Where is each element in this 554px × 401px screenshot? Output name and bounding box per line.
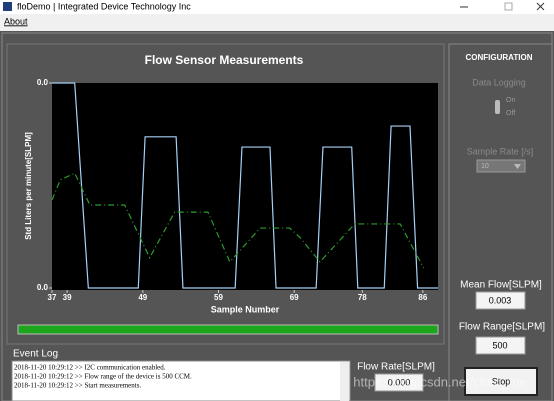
flow-rate-value: 0.000 xyxy=(388,377,411,387)
x-tick-label: 59 xyxy=(214,293,223,302)
sample-rate-value: 10 xyxy=(481,163,489,170)
stop-button[interactable] xyxy=(464,367,538,396)
log-line: 2018-11-20 10:29:12 >> I2C communication… xyxy=(14,364,166,372)
log-line: 2018-11-20 10:29:12 >> Flow range of the… xyxy=(14,373,192,381)
flow-rate-box xyxy=(374,373,424,392)
stop-label: Stop xyxy=(492,376,511,386)
flow-range-label: Flow Range[SLPM] xyxy=(459,322,545,333)
sample-rate-dropdown[interactable] xyxy=(476,159,526,173)
y-axis-label: Std Liters per minute[SLPM] xyxy=(24,132,33,240)
progress-bar xyxy=(17,324,439,335)
flow-range-box xyxy=(475,336,526,355)
mean-flow-label: Mean Flow[SLPM] xyxy=(460,280,542,291)
sample-rate-label: Sample Rate [/s] xyxy=(467,146,534,156)
config-title: CONFIGURATION xyxy=(466,53,533,62)
y-tick-label: 0.0 xyxy=(37,78,49,87)
y-tick-label: 0.0 xyxy=(37,283,49,292)
logging-switch[interactable] xyxy=(495,100,500,114)
mean-flow-value: 0.003 xyxy=(489,295,512,305)
app-icon xyxy=(3,2,12,11)
data-logging-label: Data Logging xyxy=(472,77,526,87)
x-tick-label: 86 xyxy=(418,293,427,302)
x-tick-label: 37 xyxy=(48,293,57,302)
window-title: floDemo | Integrated Device Technology I… xyxy=(17,1,191,11)
watermark: https://blog.csdn.net/chen_me xyxy=(353,374,526,389)
plot: 0.00.037 39 49 59 69 78 86 xyxy=(37,78,438,302)
flow-range-value: 500 xyxy=(492,340,507,350)
x-tick-label: 39 xyxy=(63,293,72,302)
event-log-label: Event Log xyxy=(13,349,58,360)
scrollbar[interactable] xyxy=(340,362,349,401)
plot-area xyxy=(52,83,438,290)
series-line xyxy=(51,172,425,269)
flow-rate-label: Flow Rate[SLPM] xyxy=(357,362,435,373)
x-tick-label: 78 xyxy=(358,293,367,302)
x-tick-label: 69 xyxy=(290,293,299,302)
dropdown-arrow xyxy=(514,164,521,169)
switch-on: On xyxy=(506,97,515,104)
x-axis-label: Sample Number xyxy=(211,304,280,314)
title-bar xyxy=(0,0,554,14)
mean-flow-box xyxy=(475,291,526,310)
x-tick-label: 49 xyxy=(138,293,147,302)
series-line xyxy=(52,82,438,289)
event-log xyxy=(11,360,351,401)
maximize-button[interactable] xyxy=(504,2,513,11)
chart-panel xyxy=(6,43,445,345)
close-button[interactable] xyxy=(536,2,545,11)
chart-title: Flow Sensor Measurements xyxy=(145,53,304,67)
menu-item[interactable]: About xyxy=(4,16,28,26)
log-line: 2018-11-20 10:29:12 >> Start measurement… xyxy=(14,382,141,390)
menu-bar xyxy=(0,14,554,31)
config-panel xyxy=(448,43,553,401)
switch-off: Off xyxy=(506,110,515,117)
